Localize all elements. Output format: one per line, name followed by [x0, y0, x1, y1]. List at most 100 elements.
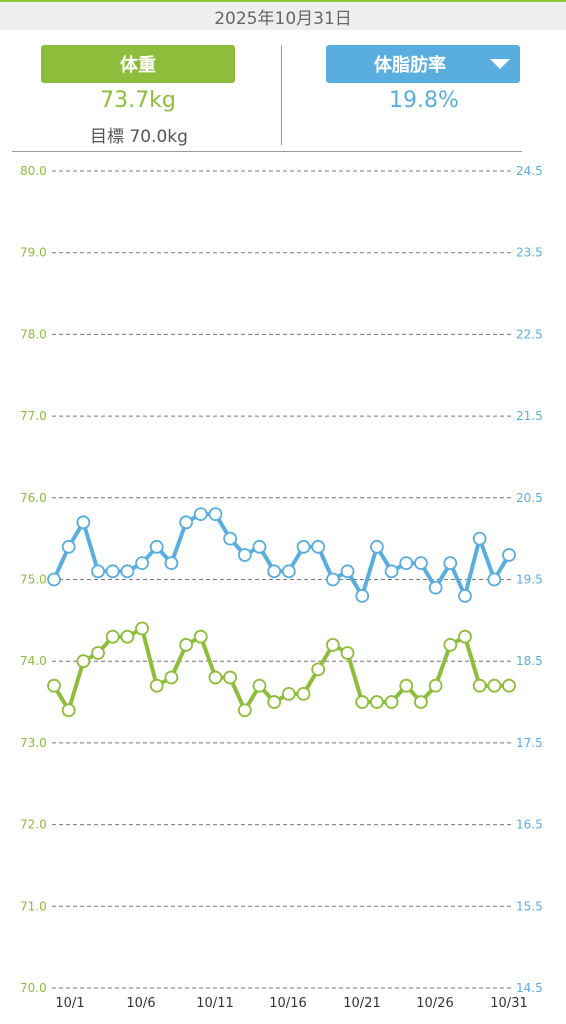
fat-data-point [208, 507, 223, 522]
weight-data-point [267, 695, 282, 709]
x-tick-label: 10/1 [55, 996, 84, 1011]
y-left-tick-label: 79.0 [20, 246, 47, 260]
weight-data-point [179, 637, 193, 652]
fat-data-point [223, 531, 238, 546]
fat-data-point [149, 539, 164, 554]
fat-data-point [458, 588, 472, 603]
weight-data-point [281, 686, 296, 701]
y-left-tick-label: 73.0 [20, 736, 47, 750]
y-right-tick-label: 19.5 [516, 573, 543, 587]
weight-data-point [325, 637, 340, 652]
weight-data-point [76, 654, 91, 669]
x-tick-label: 10/6 [126, 996, 155, 1011]
weight-data-point [223, 670, 238, 685]
y-right-tick-label: 21.5 [516, 409, 543, 423]
weight-data-point [458, 629, 472, 644]
fat-button-label: 体脂肪率 [374, 55, 446, 76]
weight-data-point [502, 678, 516, 693]
weight-data-point [237, 703, 252, 718]
weight-data-point [487, 678, 502, 693]
weight-button-label: 体重 [120, 55, 156, 76]
fat-data-point [443, 556, 458, 571]
fat-data-point [237, 548, 252, 562]
y-right-tick-label: 16.5 [516, 818, 543, 832]
fat-panel: 体脂肪率 19.8% [282, 30, 566, 152]
y-right-tick-label: 18.5 [516, 654, 543, 668]
fat-data-point [281, 564, 296, 579]
weight-data-point [61, 703, 76, 718]
fat-data-point [193, 507, 208, 522]
y-right-tick-label: 17.5 [516, 736, 543, 750]
weight-data-point [47, 678, 61, 693]
weight-fat-chart: 80.0 24.5 79.0 23.5 78.0 22.5 77.0 21.5 76.0 20.5… [20, 164, 543, 1011]
weight-data-point [355, 695, 370, 709]
x-tick-label: 10/11 [196, 996, 233, 1011]
fat-data-point [502, 548, 516, 562]
fat-data-point [384, 564, 399, 579]
weight-data-point [443, 637, 458, 652]
weight-data-point [414, 695, 428, 709]
weight-data-point [208, 670, 223, 685]
fat-data-point [487, 572, 502, 587]
y-right-tick-label: 24.5 [516, 164, 543, 178]
y-right-tick-label: 20.5 [516, 491, 543, 505]
weight-data-point [252, 678, 267, 693]
weight-button[interactable]: 体重 [41, 45, 235, 83]
x-tick-label: 10/31 [490, 996, 527, 1011]
fat-data-point [120, 564, 135, 579]
weight-data-point [340, 646, 355, 660]
weight-data-point [149, 678, 164, 693]
fat-data-point [355, 588, 370, 603]
fat-value: 19.8% [389, 88, 459, 113]
date-label: 2025年10月31日 [214, 8, 352, 29]
weight-data-point [399, 678, 414, 693]
weight-data-point [428, 678, 443, 693]
weight-data-point [370, 695, 384, 709]
fat-data-point [370, 539, 384, 554]
y-left-tick-label: 74.0 [20, 654, 47, 668]
fat-data-point [472, 531, 487, 546]
y-left-tick-label: 78.0 [20, 327, 47, 341]
header-separator [12, 151, 522, 152]
fat-data-point [61, 539, 76, 554]
fat-data-point [428, 580, 443, 595]
fat-data-point [325, 572, 340, 587]
y-right-tick-label: 23.5 [516, 246, 543, 260]
fat-data-point [76, 515, 91, 530]
date-header: 2025年10月31日 [0, 0, 566, 30]
x-tick-label: 10/26 [416, 996, 453, 1011]
fat-data-point [296, 539, 311, 554]
chevron-down-icon [490, 59, 510, 69]
weight-data-point [384, 695, 399, 709]
fat-data-point [414, 556, 428, 571]
weight-goal: 目標 70.0kg [90, 127, 188, 147]
weight-data-point [105, 629, 120, 644]
y-left-tick-label: 70.0 [20, 981, 47, 995]
fat-data-point [135, 556, 149, 571]
weight-data-point [164, 670, 179, 685]
weight-data-point [193, 629, 208, 644]
x-tick-label: 10/21 [343, 996, 380, 1011]
fat-data-point [267, 564, 282, 579]
weight-data-point [135, 621, 149, 636]
y-left-tick-label: 80.0 [20, 164, 47, 178]
y-left-tick-label: 76.0 [20, 491, 47, 505]
fat-data-point [47, 572, 61, 587]
weight-data-point [472, 678, 487, 693]
fat-data-point [340, 564, 355, 579]
fat-dropdown-button[interactable]: 体脂肪率 [326, 45, 520, 83]
y-left-tick-label: 75.0 [20, 573, 47, 587]
y-right-tick-label: 22.5 [516, 327, 543, 341]
weight-data-point [296, 686, 311, 701]
y-left-tick-label: 71.0 [20, 899, 47, 913]
fat-data-point [399, 556, 414, 571]
weight-data-point [311, 662, 326, 677]
weight-data-point [91, 646, 105, 660]
x-tick-label: 10/16 [269, 996, 306, 1011]
fat-data-point [179, 515, 193, 530]
y-left-tick-label: 72.0 [20, 818, 47, 832]
panel-divider [281, 45, 282, 145]
y-right-tick-label: 15.5 [516, 899, 543, 913]
fat-data-point [91, 564, 105, 579]
weight-value: 73.7kg [100, 88, 176, 113]
